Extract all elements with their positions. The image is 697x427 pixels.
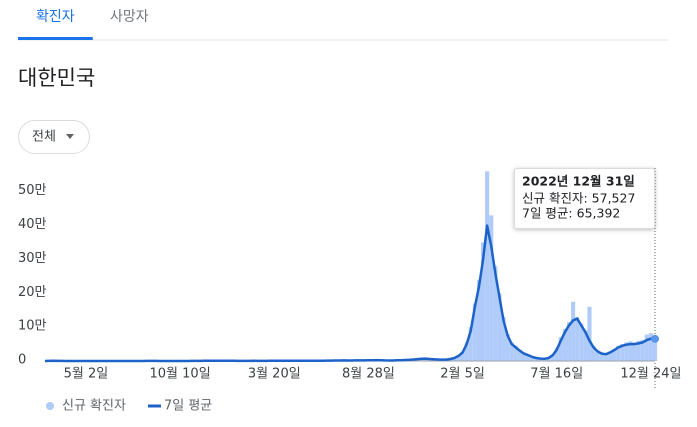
y-tick-label: 10만 [18, 319, 47, 334]
bar [599, 352, 604, 361]
bar [456, 355, 461, 361]
bar [620, 344, 625, 361]
bar [554, 348, 559, 361]
bar [595, 350, 600, 361]
bar [632, 342, 637, 361]
tooltip [514, 168, 655, 229]
bar [505, 333, 510, 361]
region-title: 대한민국 [18, 66, 95, 90]
x-tick-label: 7월 16일 [530, 367, 583, 382]
active-tab-indicator [18, 37, 93, 40]
bar [497, 293, 502, 361]
bar [644, 334, 649, 361]
legend-label: 7일 평균 [164, 399, 212, 414]
bar [652, 341, 658, 361]
bar [550, 354, 555, 361]
x-tick-label: 12월 24일 [620, 367, 681, 382]
bar [485, 171, 490, 361]
bar [562, 328, 567, 361]
tooltip-title: 2022년 12월 31일 [522, 174, 635, 189]
legend-swatch [46, 402, 54, 410]
tab[interactable]: 사망자 [110, 9, 149, 25]
bar [546, 357, 551, 361]
line [44, 224, 656, 363]
tooltip-line: 7일 평균: 65,392 [522, 206, 620, 221]
x-tick-label: 8월 28일 [342, 367, 395, 382]
bar [640, 340, 645, 361]
bar [624, 342, 629, 361]
y-tick-label: 40만 [18, 217, 47, 232]
bar [521, 352, 527, 361]
bar [616, 345, 621, 361]
x-tick-label: 3월 20일 [248, 367, 301, 382]
x-tick-label: 2월 5일 [440, 367, 485, 382]
bar [571, 301, 576, 361]
filter-dropdown[interactable] [18, 120, 90, 154]
bar [607, 351, 613, 361]
bar [513, 345, 518, 361]
bar [612, 349, 617, 361]
bar [636, 340, 641, 361]
y-tick-label: 20만 [18, 285, 47, 300]
bar [472, 303, 477, 361]
bar [493, 266, 498, 361]
bar [583, 330, 588, 361]
bar [501, 316, 506, 361]
dropdown-arrow [66, 134, 74, 139]
bar [575, 316, 580, 361]
bar [517, 349, 522, 361]
bar [534, 357, 539, 361]
y-tick-label: 30만 [18, 251, 47, 266]
tab[interactable]: 확진자 [36, 9, 75, 25]
bar [628, 341, 633, 361]
bar [587, 306, 592, 361]
bar [648, 333, 653, 361]
bar [558, 337, 563, 361]
tooltip-line: 신규 확진자: 57,527 [522, 191, 635, 206]
bar [452, 357, 457, 361]
bar [509, 342, 514, 361]
hover-point [651, 334, 659, 343]
bar [603, 353, 608, 361]
filter-label[interactable]: 전체 [32, 130, 56, 145]
x-tick-label: 10월 10일 [150, 367, 211, 382]
bar [468, 327, 473, 361]
bar [566, 322, 572, 361]
bar [464, 342, 469, 361]
bar [579, 323, 584, 361]
bar [530, 356, 535, 361]
legend-label: 신규 확진자 [62, 399, 126, 414]
y-tick-label: 0 [18, 353, 26, 368]
x-tick-label: 5월 2일 [64, 367, 109, 382]
bar [526, 354, 531, 361]
bar [489, 215, 494, 361]
bar [481, 242, 486, 361]
y-tick-label: 50만 [18, 183, 47, 198]
bar [476, 279, 482, 361]
bar [591, 345, 596, 361]
bar [460, 351, 465, 361]
